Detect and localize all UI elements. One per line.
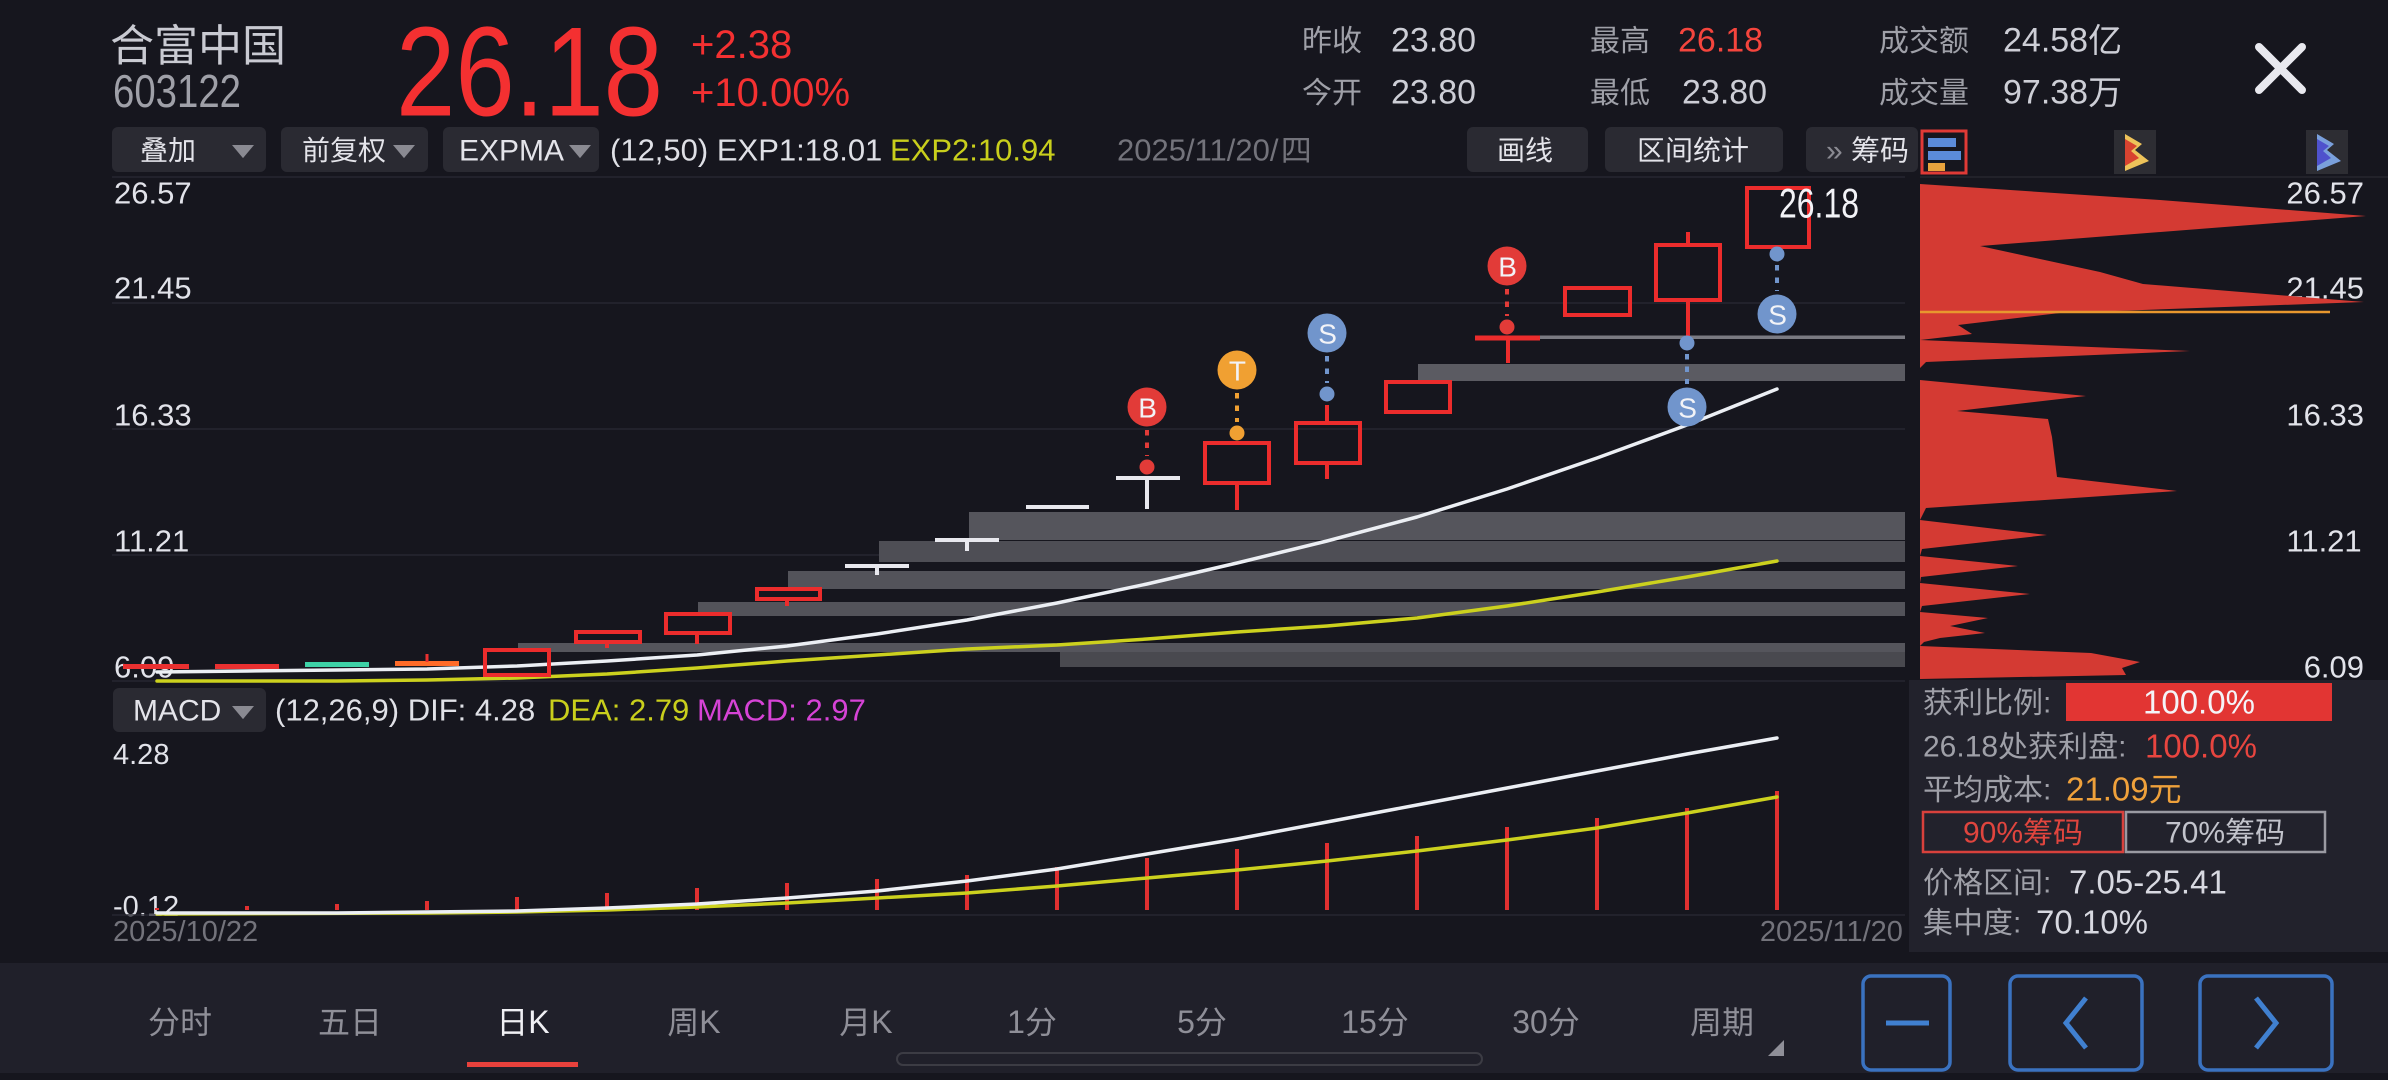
svg-text:MACD: 2.97: MACD: 2.97 [697,693,866,728]
svg-text:24.58: 24.58 [2003,22,2088,60]
svg-text:+2.38: +2.38 [691,23,792,67]
svg-text:2025/11/20: 2025/11/20 [1760,916,1903,948]
svg-text:T: T [1229,356,1246,387]
svg-text:97.38: 97.38 [2003,74,2088,112]
svg-text:2025/10/22: 2025/10/22 [113,916,258,948]
svg-text:11.21: 11.21 [114,524,189,559]
svg-text:4.28: 4.28 [113,739,169,771]
svg-text:K: K [528,1004,549,1040]
svg-text:7.05-25.41: 7.05-25.41 [2069,863,2227,900]
svg-text:23.80: 23.80 [1682,74,1767,112]
svg-text:S: S [1768,300,1787,331]
svg-text:100.0%: 100.0% [2143,683,2255,720]
svg-text:EXPMA: EXPMA [459,134,564,167]
svg-text:DEA: 2.79: DEA: 2.79 [548,693,689,728]
svg-text:-0.12: -0.12 [113,891,179,923]
svg-text:90%: 90% [1963,816,2023,849]
svg-text:21.09: 21.09 [2066,770,2149,807]
svg-text::: : [2013,906,2021,939]
svg-text:(12,50) EXP1:18.01: (12,50) EXP1:18.01 [610,133,882,168]
svg-text:26.18: 26.18 [1678,22,1763,60]
svg-text:11.21: 11.21 [2286,524,2361,559]
svg-text:MACD: MACD [133,694,221,727]
svg-text:(12,26,9) DIF: 4.28: (12,26,9) DIF: 4.28 [275,693,535,728]
svg-text:5: 5 [1177,1004,1195,1040]
svg-text:23.80: 23.80 [1391,74,1476,112]
svg-text:16.33: 16.33 [114,398,192,433]
svg-text:S: S [1318,319,1337,350]
svg-text:+10.00%: +10.00% [691,71,850,115]
svg-text:B: B [1138,393,1157,424]
svg-text::: : [2043,686,2051,719]
svg-text:70%: 70% [2165,816,2225,849]
svg-text::: : [2043,773,2051,806]
svg-text::: : [2043,866,2051,899]
svg-text:100.0%: 100.0% [2145,727,2257,764]
svg-text:»: » [1826,134,1843,167]
svg-text:26.18: 26.18 [1923,730,1998,763]
svg-text:26.18: 26.18 [396,1,663,143]
svg-text:603122: 603122 [113,65,241,117]
svg-text:EXP2:10.94: EXP2:10.94 [890,133,1055,168]
svg-text:S: S [1678,393,1697,424]
svg-text:70.10%: 70.10% [2036,903,2148,940]
svg-text:K: K [699,1004,720,1040]
svg-text:21.45: 21.45 [114,271,192,306]
svg-text:2025/11/20/: 2025/11/20/ [1117,133,1279,168]
svg-text:1: 1 [1007,1004,1025,1040]
svg-text::: : [2118,730,2126,763]
svg-text:K: K [871,1004,892,1040]
svg-text:15: 15 [1341,1004,1377,1040]
svg-text:16.33: 16.33 [2286,398,2364,433]
svg-text:26.57: 26.57 [114,176,192,211]
svg-text:30: 30 [1512,1004,1548,1040]
svg-text:6.09: 6.09 [2304,650,2364,685]
svg-text:23.80: 23.80 [1391,22,1476,60]
svg-text:26.18: 26.18 [1779,179,1859,226]
svg-text:B: B [1498,252,1517,283]
svg-text:26.57: 26.57 [2286,176,2364,211]
